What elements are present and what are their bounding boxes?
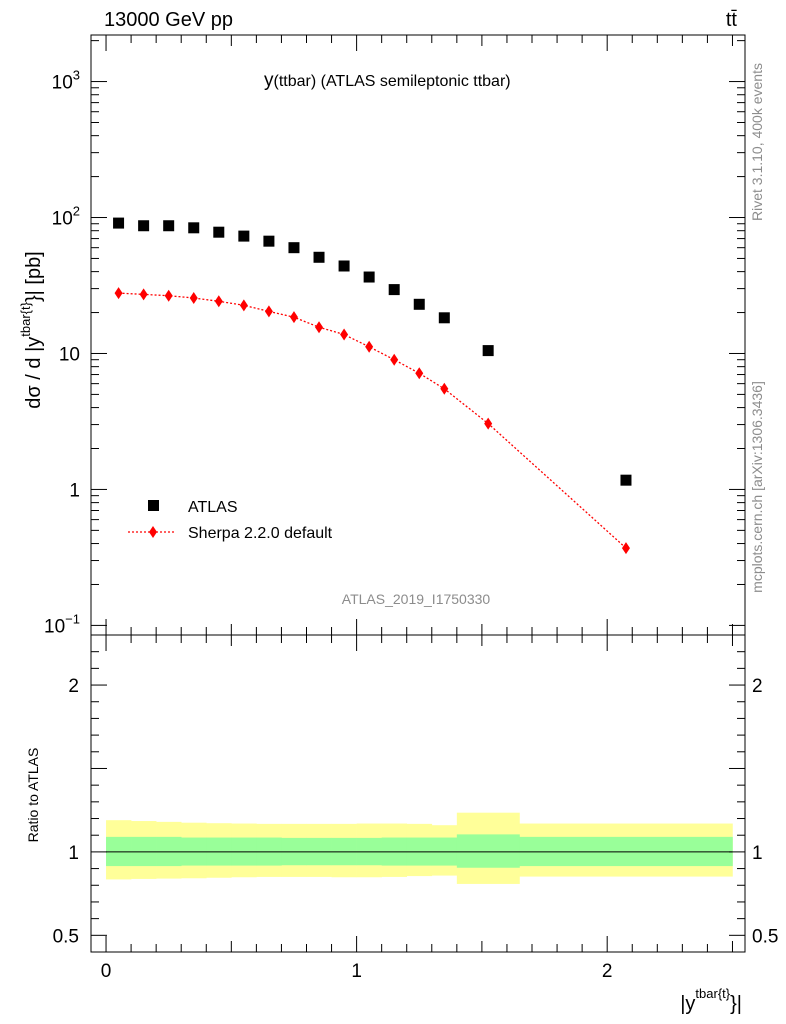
sherpa-point: [390, 353, 399, 366]
legend-sherpa-label: Sherpa 2.2.0 default: [188, 525, 333, 542]
atlas-point: [238, 230, 250, 242]
ratio-x-tick-labels: 0 1 2: [101, 961, 613, 982]
x-axis-label: |ytbar{t}}|: [680, 986, 742, 1015]
atlas-point: [482, 345, 494, 357]
x-tick-label: 0: [101, 961, 112, 982]
atlas-point: [338, 260, 350, 272]
y-tick-label: 1: [69, 480, 80, 501]
ratio-y-tick-label-right: 2: [752, 676, 763, 697]
plot-title-rest: (ttbar) (ATLAS semileptonic ttbar): [274, 73, 511, 90]
x-axis-label-part1: |y: [680, 993, 695, 1015]
sherpa-point: [114, 287, 123, 300]
sherpa-markers: [114, 287, 630, 555]
atlas-point: [363, 271, 375, 283]
atlas-point: [413, 298, 425, 310]
plot-title-var: y: [264, 70, 274, 91]
analysis-id: ATLAS_2019_I1750330: [342, 591, 491, 607]
ratio-y-tick-label-left: 1: [68, 843, 79, 864]
x-axis-label-part2: }|: [730, 993, 742, 1015]
sherpa-point: [189, 291, 198, 304]
sherpa-point: [340, 328, 349, 341]
ratio-y-tick-labels: 0.5 0.5 1 1 2 2: [53, 676, 779, 947]
atlas-point: [188, 222, 200, 234]
atlas-point: [213, 226, 225, 238]
ratio-y-tick-label-left: 0.5: [53, 926, 79, 947]
y-tick-label-base: 10: [52, 209, 73, 230]
sherpa-point: [365, 340, 374, 353]
atlas-point: [388, 284, 400, 296]
y-axis-label-part1: dσ / d |y: [23, 337, 45, 409]
sherpa-point: [289, 311, 298, 324]
x-axis-label-sup: tbar{t}: [695, 986, 730, 1001]
sherpa-point: [239, 299, 248, 312]
y-tick-label: 103: [52, 68, 80, 94]
y-tick-label-exponent: −1: [65, 611, 80, 626]
atlas-point: [113, 217, 125, 229]
ratio-plot: 0.5 0.5 1 1 2 2 0 1 2 Ratio to ATLAS |ytbar{t}}…: [25, 634, 779, 1015]
y-axis-label: dσ / d |ytbar{t}}| [pb]: [18, 251, 45, 409]
plot-title: y(ttbar) (ATLAS semileptonic ttbar): [264, 70, 511, 91]
sherpa-point: [315, 321, 324, 334]
y-axis-label-sup: tbar{t}: [18, 301, 33, 336]
green-band-bin: [456, 834, 520, 868]
y-axis-label-text: dσ / d |ytbar{t}}| [pb]: [18, 251, 45, 409]
ratio-plot-background: [91, 635, 745, 952]
atlas-markers: [113, 217, 632, 486]
y-tick-label-base: 10: [59, 344, 80, 365]
main-plot-ticks: [91, 35, 745, 635]
x-tick-label: 2: [602, 961, 613, 982]
ratio-y-axis-label: Ratio to ATLAS: [25, 748, 41, 843]
energy-label: 13000 GeV pp: [104, 9, 233, 31]
atlas-point: [163, 220, 175, 232]
rivet-version-label: Rivet 3.1.10, 400k events: [749, 63, 765, 221]
y-axis-label-part2: }| [pb]: [23, 251, 45, 302]
y-tick-label: 10−1: [44, 611, 80, 637]
y-tick-label-base: 1: [69, 480, 80, 501]
atlas-point: [313, 251, 325, 263]
ratio-y-tick-label-right: 0.5: [752, 926, 778, 947]
y-tick-label: 102: [52, 204, 80, 230]
y-tick-label-base: 10: [44, 616, 65, 637]
ratio-y-tick-label-right: 1: [752, 843, 763, 864]
y-tick-label-base: 10: [52, 73, 73, 94]
sherpa-point: [139, 288, 148, 301]
y-tick-label-exponent: 3: [73, 68, 80, 83]
sherpa-point: [264, 305, 273, 318]
process-label: tt̄: [726, 9, 738, 31]
x-tick-label: 1: [351, 961, 362, 982]
legend-atlas-marker: [148, 500, 159, 511]
legend: ATLAS Sherpa 2.2.0 default: [128, 499, 333, 542]
sherpa-point: [621, 542, 630, 555]
y-tick-label-exponent: 2: [73, 204, 80, 219]
mcplots-label: mcplots.cern.ch [arXiv:1306.3436]: [749, 381, 765, 593]
legend-sherpa-marker: [149, 526, 157, 538]
sherpa-point: [440, 382, 449, 395]
atlas-point: [620, 474, 632, 486]
sherpa-point: [415, 367, 424, 380]
main-plot-background: [91, 35, 745, 635]
ratio-plot-frame: [90, 634, 746, 953]
atlas-point: [438, 312, 450, 324]
sherpa-point: [484, 417, 493, 430]
y-tick-label: 10: [59, 344, 80, 365]
ratio-plot-ticks: [91, 634, 745, 952]
sherpa-point: [164, 289, 173, 302]
atlas-point: [138, 220, 150, 232]
legend-atlas-label: ATLAS: [188, 499, 238, 516]
sherpa-point: [214, 295, 223, 308]
ratio-green-band: [106, 834, 733, 868]
atlas-point: [288, 242, 300, 254]
sherpa-line: [118, 292, 627, 549]
atlas-point: [263, 235, 275, 247]
ratio-y-tick-label-left: 2: [68, 676, 79, 697]
